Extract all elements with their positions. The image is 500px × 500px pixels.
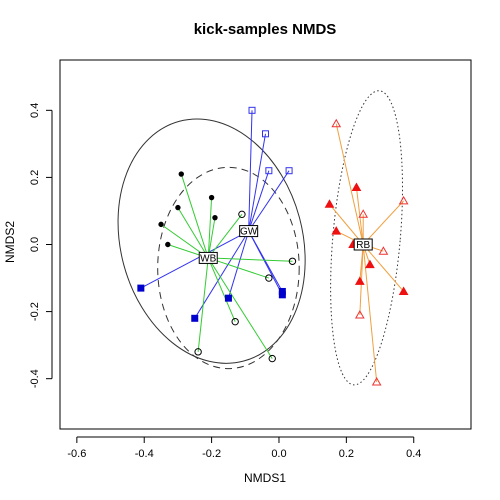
point-wb xyxy=(194,348,202,356)
point-rb xyxy=(378,246,389,255)
y-tick-label: 0.4 xyxy=(29,103,41,118)
group-ellipses xyxy=(117,90,404,386)
spider-line-wb xyxy=(207,214,243,259)
centroid-label-wb: WB xyxy=(198,251,218,264)
point-rb xyxy=(398,286,409,295)
x-axis: -0.6 -0.4 -0.2 0.0 0.2 0.4 xyxy=(67,436,421,460)
point-gw xyxy=(137,284,145,292)
centroid-label-box xyxy=(239,225,259,238)
y-axis: -0.4 -0.2 0.0 0.2 0.4 xyxy=(29,103,53,388)
spider-line-rb xyxy=(362,200,404,245)
point-wb xyxy=(288,257,297,265)
spider-line-wb xyxy=(208,257,270,279)
spider-line-wb xyxy=(180,173,209,259)
centroid-label-text: WB xyxy=(200,253,216,264)
point-wb xyxy=(158,221,164,228)
point-rb xyxy=(324,199,335,208)
spider-line-wb xyxy=(177,207,209,259)
point-wb xyxy=(265,274,273,282)
x-tick-label: 0.2 xyxy=(339,448,354,460)
spider-line-gw xyxy=(248,110,253,232)
spider-line-wb xyxy=(208,257,293,262)
point-wb xyxy=(238,210,246,219)
spider-line-rb xyxy=(335,123,364,245)
spider-line-rb xyxy=(362,244,405,292)
y-tick-label: 0.0 xyxy=(29,237,41,252)
x-tick-label: -0.2 xyxy=(202,448,221,460)
centroid-labels: GW WB RB xyxy=(198,225,373,264)
centroid-label-text: GW xyxy=(240,227,258,238)
centroid-label-gw: GW xyxy=(239,225,259,238)
point-gw xyxy=(262,130,269,138)
spider-line-gw xyxy=(248,230,283,296)
plot-frame xyxy=(59,59,472,430)
point-gw xyxy=(278,291,286,299)
x-tick-label: 0.0 xyxy=(271,448,286,460)
y-tick-label: -0.4 xyxy=(29,369,41,388)
x-tick-label: -0.4 xyxy=(135,448,154,460)
point-gw xyxy=(224,294,232,302)
spider-line-rb xyxy=(359,244,364,282)
point-rb xyxy=(358,209,369,218)
point-wb xyxy=(208,194,215,201)
spider-line-wb xyxy=(207,217,216,259)
spider-line-gw xyxy=(140,230,249,289)
ellipse-gw xyxy=(117,118,306,364)
point-rb xyxy=(365,259,375,269)
point-rb xyxy=(354,276,365,285)
point-wb xyxy=(175,204,181,211)
spider-line-wb xyxy=(207,197,213,258)
point-gw xyxy=(248,106,256,114)
centroid-label-box xyxy=(353,238,373,251)
point-rb xyxy=(371,377,382,386)
point-rb xyxy=(331,118,342,128)
spider-line-gw xyxy=(248,170,270,232)
point-gw xyxy=(265,167,273,175)
spider-line-rb xyxy=(329,203,364,245)
spider-line-gw xyxy=(248,133,266,232)
point-wb xyxy=(165,241,171,248)
spider-line-rb xyxy=(362,244,378,383)
point-gw xyxy=(285,167,293,175)
chart-title: kick-samples NMDS xyxy=(194,21,337,38)
spider-line-wb xyxy=(207,257,273,359)
point-rb xyxy=(331,226,342,235)
ellipse-wb xyxy=(157,166,300,370)
point-wb xyxy=(178,171,184,177)
x-axis-label: NMDS1 xyxy=(244,471,286,485)
y-tick-label: 0.2 xyxy=(29,170,41,185)
point-wb xyxy=(212,214,218,221)
y-tick-label: -0.2 xyxy=(29,302,41,321)
y-axis-label: NMDS2 xyxy=(3,221,17,263)
spider-line-gw xyxy=(248,170,290,232)
ellipse-rb xyxy=(330,90,404,386)
point-rb xyxy=(398,195,409,205)
x-tick-label: -0.6 xyxy=(67,448,86,460)
spider-line-wb xyxy=(207,257,236,322)
spider-line-gw xyxy=(227,230,250,299)
x-tick-label: 0.4 xyxy=(406,448,421,460)
point-wb xyxy=(268,354,276,363)
point-gw xyxy=(191,314,199,322)
point-wb xyxy=(231,317,239,326)
spider-line-wb xyxy=(197,257,209,352)
centroid-label-text: RB xyxy=(356,240,370,251)
centroid-label-box xyxy=(198,251,218,264)
point-rb xyxy=(351,182,362,191)
centroid-label-rb: RB xyxy=(353,238,373,251)
point-rb xyxy=(354,309,365,319)
